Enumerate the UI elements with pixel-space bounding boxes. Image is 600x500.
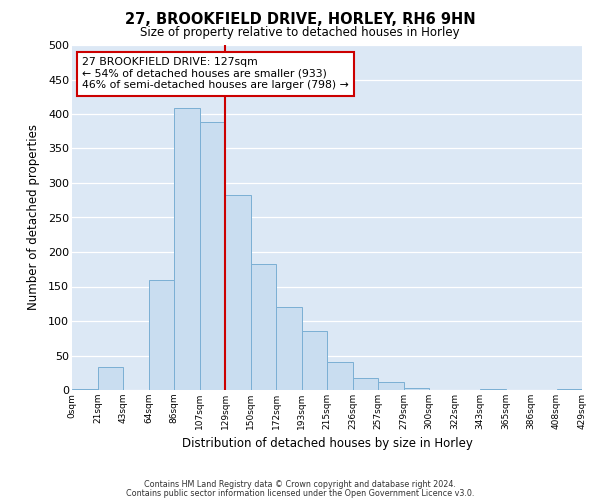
Bar [174, 108, 199, 390]
Bar [225, 194, 251, 390]
Text: Size of property relative to detached houses in Horley: Size of property relative to detached ho… [140, 26, 460, 39]
Bar [276, 307, 302, 390]
Bar [378, 382, 404, 390]
Bar [149, 280, 174, 390]
X-axis label: Distribution of detached houses by size in Horley: Distribution of detached houses by size … [182, 438, 472, 450]
Text: 27, BROOKFIELD DRIVE, HORLEY, RH6 9HN: 27, BROOKFIELD DRIVE, HORLEY, RH6 9HN [125, 12, 475, 28]
Bar [72, 388, 97, 390]
Text: Contains public sector information licensed under the Open Government Licence v3: Contains public sector information licen… [126, 488, 474, 498]
Bar [480, 388, 505, 390]
Bar [404, 388, 429, 390]
Text: 27 BROOKFIELD DRIVE: 127sqm
← 54% of detached houses are smaller (933)
46% of se: 27 BROOKFIELD DRIVE: 127sqm ← 54% of det… [82, 57, 349, 90]
Bar [251, 264, 276, 390]
Bar [353, 378, 378, 390]
Bar [199, 122, 225, 390]
Bar [327, 362, 353, 390]
Text: Contains HM Land Registry data © Crown copyright and database right 2024.: Contains HM Land Registry data © Crown c… [144, 480, 456, 489]
Bar [302, 332, 327, 390]
Y-axis label: Number of detached properties: Number of detached properties [27, 124, 40, 310]
Bar [557, 388, 582, 390]
Bar [97, 367, 123, 390]
